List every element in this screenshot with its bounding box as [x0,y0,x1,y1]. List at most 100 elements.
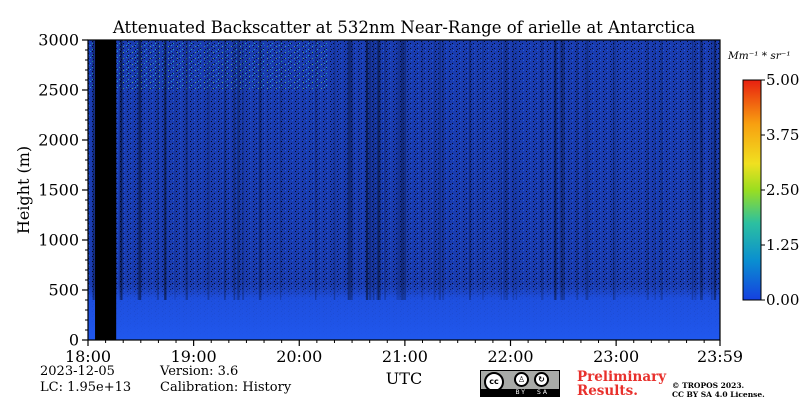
heatmap-streak [401,40,404,300]
heatmap-streak [700,40,703,300]
heatmap-streak [438,40,442,300]
heatmap-streak [185,40,189,300]
x-tick-label: 23:59 [697,347,743,366]
colorbar-tick-label: 2.50 [766,181,799,199]
colorbar-tick-label: 5.00 [766,71,799,89]
heatmap-streak [223,40,226,300]
footer-date: 2023-12-05 [40,364,115,379]
heatmap-streak [515,40,518,300]
x-axis: 18:00 19:00 20:00 21:00 22:00 23:00 23:59 [65,340,743,366]
heatmap-streak [233,40,236,300]
heatmap-streak [366,40,368,300]
heatmap-streak [139,40,141,300]
chart-title: Attenuated Backscatter at 532nm Near-Ran… [112,18,696,37]
heatmap-streak [560,40,563,300]
cc-license-badge: cc ♙ ↻ BY SA [480,370,560,397]
heatmap-streak [433,40,436,300]
heatmap-streak [237,40,241,300]
copyright-line2: CC BY SA 4.0 License. [672,390,765,399]
heatmap-streak [315,40,317,300]
x-axis-label: UTC [386,369,422,388]
heatmap-streak [164,40,167,300]
colorbar-unit: Mm⁻¹ * sr⁻¹ [727,50,791,62]
heatmap-streak [137,40,141,300]
copyright-line1: © TROPOS 2023. [672,381,745,390]
heatmap-streak [258,40,262,300]
y-axis: 0 500 1000 1500 2000 2500 3000 [38,31,88,350]
x-tick-label: 23:00 [593,347,639,366]
y-axis-label: Height (m) [14,146,33,234]
heatmap-streak [376,40,380,300]
heatmap-streak [612,40,615,300]
heatmap-streak [469,40,471,300]
heatmap-streak [562,40,565,300]
heatmap-streak [365,40,368,300]
heatmap-streak [120,40,123,300]
heatmap-streak [654,40,656,300]
preliminary-line1: Preliminary [577,369,667,385]
heatmap-streak [660,40,663,300]
heatmap-streak [396,40,398,300]
heatmap-streak [138,40,142,300]
heatmap-streak [333,40,336,300]
heatmap-streak [368,40,372,300]
heatmap-streak [236,40,239,300]
heatmap-streak [372,40,374,300]
heatmap-streak [372,40,375,300]
heatmap-streak [400,40,402,300]
heatmap-streak [403,40,407,300]
heatmap-streak [93,40,96,300]
heatmap-streak [613,40,616,300]
heatmap-streak [553,40,556,300]
heatmap-streak [347,40,350,300]
y-tick-label: 2000 [38,131,79,150]
y-tick-label: 2500 [38,81,79,100]
y-tick-label: 3000 [38,31,79,50]
x-tick-label: 20:00 [276,347,322,366]
heatmap-streak [576,40,579,300]
heatmap-streak [242,40,245,300]
heatmap-dark-columns [92,40,717,300]
heatmap-streak [377,40,381,300]
heatmap-streak [646,40,649,300]
heatmap-no-data-gap [95,40,117,340]
colorbar-gradient [742,79,762,301]
colorbar: Mm⁻¹ * sr⁻¹ 0.00 1.25 2.50 3.75 5.00 [727,50,799,309]
heatmap-area [88,40,720,340]
heatmap-streak [156,40,159,300]
footer-lc: LC: 1.95e+13 [40,380,132,395]
x-tick-label: 18:00 [65,347,111,366]
x-tick-label: 22:00 [487,347,533,366]
heatmap-streak [503,40,505,300]
heatmap-streak [207,40,210,300]
heatmap-streak [713,40,716,300]
heatmap-streak [505,40,509,300]
heatmap-streak [710,40,713,300]
heatmap-streak [280,40,282,300]
by-person-icon: ♙ [514,372,529,387]
heatmap-streak [174,40,176,300]
heatmap-streak [482,40,484,300]
heatmap-streak [541,40,544,300]
y-tick-label: 0 [69,331,79,350]
colorbar-tick-label: 3.75 [766,126,799,144]
heatmap-near-surface-layer [88,285,720,340]
preliminary-line2: Results. [577,383,638,399]
heatmap-upper-noise [88,40,328,90]
heatmap-streak [512,40,515,300]
heatmap-streak [366,40,368,300]
y-tick-label: 1000 [38,231,79,250]
heatmap-streak [691,40,694,300]
heatmap-streak [713,40,717,300]
heatmap-streak [694,40,697,300]
colorbar-tick-label: 0.00 [766,291,799,309]
colorbar-tick-label: 1.25 [766,236,799,254]
cc-by-label: BY [515,389,527,396]
heatmap-streak [350,40,353,300]
y-tick-label: 500 [48,281,79,300]
cc-sa-label: SA [536,389,549,396]
heatmap-streak [384,40,386,300]
heatmap-streak [397,40,401,300]
heatmap-streak [92,40,95,300]
